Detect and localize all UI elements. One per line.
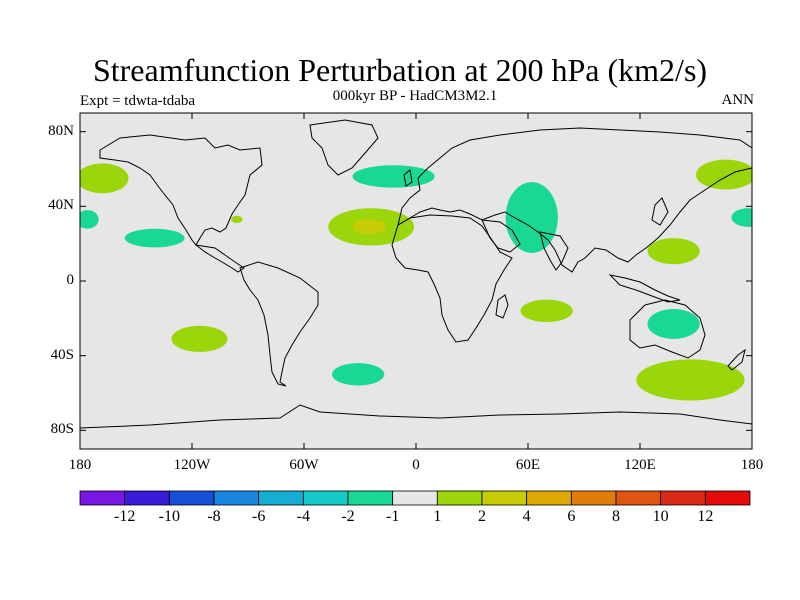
colorbar-swatch (660, 490, 706, 506)
subtitle: 000kyr BP - HadCM3M2.1 (332, 88, 498, 104)
colorbar-swatch (526, 490, 572, 506)
colorbar-label: 2 (478, 508, 486, 525)
anomaly-southern-ocean (636, 359, 745, 401)
anomaly-indian-ocean (520, 299, 573, 323)
anomaly-north-pacific-west (80, 163, 129, 194)
colorbar-swatch (302, 490, 349, 506)
colorbar-swatch (615, 490, 662, 506)
map-background (80, 113, 752, 449)
colorbar-swatch (258, 490, 304, 506)
anomaly-south-atlantic (332, 363, 385, 386)
coastline-arabia (481, 219, 521, 253)
colorbar-swatch (124, 490, 170, 506)
anomaly-central-pacific-east (731, 208, 752, 227)
coastline-indonesia (608, 274, 681, 303)
colorbar-swatch (436, 490, 483, 506)
colorbar-label: -6 (251, 508, 266, 525)
colorbar-label: 12 (697, 508, 714, 525)
lon-tick-label: 60W (289, 457, 319, 473)
coastlines (80, 119, 752, 429)
lat-tick-label: 40S (50, 346, 74, 363)
coastline-greenland (309, 119, 379, 176)
lat-tick-label: 40N (48, 197, 74, 214)
colorbar-label: -1 (385, 508, 400, 525)
coastline-madagascar (495, 294, 509, 319)
anomaly-north-atlantic (352, 165, 435, 188)
anomaly-south-asia (505, 182, 558, 254)
colorbar-label: -4 (296, 508, 310, 525)
lon-tick-label: 180 (68, 457, 92, 473)
anomaly-australia (647, 309, 700, 339)
colorbar-swatch (168, 490, 215, 506)
colorbar-label: 8 (612, 508, 620, 525)
colorbar-swatch (570, 490, 617, 506)
anomaly-north-pacific-east (696, 159, 752, 190)
colorbar-label: 6 (567, 508, 576, 525)
coastline-australia (629, 299, 706, 359)
coastline-uk (403, 169, 413, 187)
colorbar-label: -8 (207, 508, 221, 525)
colorbar-swatch (213, 490, 260, 506)
lon-tick-label: 0 (412, 457, 420, 473)
coastline-africa (391, 214, 513, 343)
colorbar-label: -12 (113, 508, 136, 525)
colorbar-swatch (481, 490, 528, 506)
coastline-south-america (239, 261, 319, 387)
colorbar-label: -10 (158, 508, 180, 525)
lon-tick-label: 180 (740, 457, 764, 473)
lat-tick-label: 80N (48, 122, 74, 139)
axis-ticks (79, 113, 753, 449)
chart-title: Streamfunction Perturbation at 200 hPa (… (92, 52, 708, 88)
colorbar-label: 10 (652, 508, 669, 525)
colorbar-label: 1 (433, 508, 442, 525)
anomaly-south-pacific (171, 325, 228, 352)
anomaly-west-pacific-tropics (647, 238, 700, 265)
colorbar-swatch (79, 490, 126, 506)
period-label: ANN (721, 92, 755, 108)
anomaly-subtropical-atlantic-core (352, 219, 387, 235)
lon-tick-label: 120E (624, 457, 656, 473)
colorbar-label: 4 (522, 508, 531, 525)
lat-tick-label: 80S (50, 421, 74, 438)
colorbar-swatch (392, 490, 438, 506)
anomaly-north-america-small (231, 215, 243, 224)
coastline-eurasia (397, 127, 752, 273)
lat-tick-label: 0 (66, 272, 75, 288)
lon-tick-label: 120W (173, 457, 211, 473)
colorbar (79, 490, 751, 506)
anomaly-east-pacific-tropics (124, 228, 185, 248)
coastline-japan (651, 197, 669, 226)
coastline-north-america (99, 134, 263, 246)
experiment-label: Expt = tdwta-tdaba (80, 93, 196, 109)
lon-tick-label: 60E (515, 457, 541, 473)
colorbar-label: -2 (341, 508, 355, 525)
colorbar-swatch (347, 490, 394, 506)
anomaly-layer (80, 159, 752, 401)
anomaly-central-pacific-west (80, 210, 99, 229)
colorbar-swatch (704, 490, 751, 506)
coastline-india (539, 231, 569, 271)
coastline-central-america (195, 244, 245, 273)
coastline-antarctica (80, 404, 752, 429)
coastline-new-zealand (727, 348, 746, 371)
